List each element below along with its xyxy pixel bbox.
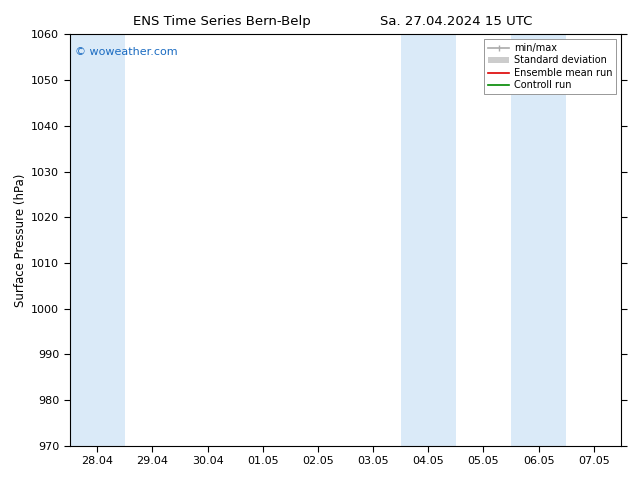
Bar [511,34,566,446]
Bar [401,34,456,446]
Bar [70,34,125,446]
Text: ENS Time Series Bern-Belp: ENS Time Series Bern-Belp [133,15,311,28]
Legend: min/max, Standard deviation, Ensemble mean run, Controll run: min/max, Standard deviation, Ensemble me… [484,39,616,94]
Y-axis label: Surface Pressure (hPa): Surface Pressure (hPa) [14,173,27,307]
Text: © woweather.com: © woweather.com [75,47,178,57]
Text: Sa. 27.04.2024 15 UTC: Sa. 27.04.2024 15 UTC [380,15,533,28]
